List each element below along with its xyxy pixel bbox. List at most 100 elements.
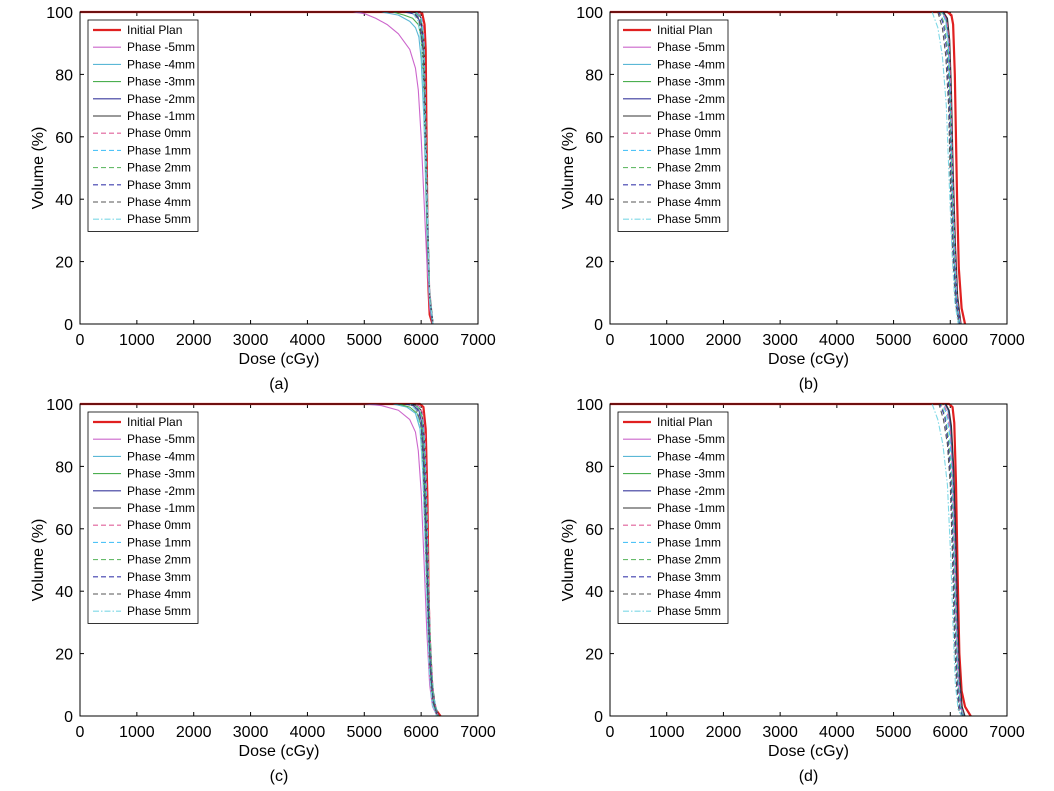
y-tick-label: 20 [55,647,73,664]
y-tick-label: 80 [55,67,73,84]
x-axis-label: Dose (cGy) [768,743,849,760]
x-tick-label: 0 [606,724,615,741]
legend-entry-2: Phase -4mm [657,57,725,71]
y-tick-label: 60 [55,130,73,147]
series-line-1 [80,11,434,325]
x-tick-label: 3000 [233,332,269,349]
x-tick-label: 2000 [706,332,742,349]
series-line-9 [80,403,439,717]
y-tick-label: 20 [585,647,603,664]
series-line-5 [610,11,962,325]
series-line-11 [610,11,959,325]
legend-entry-3: Phase -3mm [127,75,195,89]
series-line-11 [80,11,434,325]
x-tick-label: 4000 [819,332,855,349]
legend-entry-5: Phase -1mm [127,109,195,123]
legend-entry-0: Initial Plan [127,415,182,429]
legend-box [617,411,729,624]
x-tick-label: 4000 [290,724,326,741]
series-line-6 [610,403,965,717]
y-axis-label: Volume (%) [560,127,577,210]
legend-entry-10: Phase 4mm [127,587,191,601]
x-axis-label: Dose (cGy) [768,351,849,368]
legend-entry-8: Phase 2mm [657,553,721,567]
y-tick-label: 100 [46,5,73,22]
y-tick-label: 60 [585,130,603,147]
x-tick-label: 6000 [403,332,439,349]
x-tick-label: 1000 [649,724,685,741]
x-tick-label: 7000 [989,332,1025,349]
series-line-8 [80,403,439,717]
x-tick-label: 2000 [706,724,742,741]
legend-entry-2: Phase -4mm [127,449,195,463]
legend-entry-7: Phase 1mm [127,535,191,549]
dvh-panel-0: 0 1000 2000 3000 4000 5000 6000 7000 0 20 40 60 80 10… [30,5,496,393]
y-tick-label: 80 [585,67,603,84]
legend: Initial Plan Phase -5mm Phase -4mm Phase -3… [617,411,729,624]
x-tick-label: 1000 [119,332,155,349]
y-tick-label: 100 [576,5,603,22]
y-axis-label: Volume (%) [30,519,47,602]
legend-entry-1: Phase -5mm [657,432,725,446]
legend-box [617,19,729,232]
x-tick-label: 0 [76,724,85,741]
legend-entry-3: Phase -3mm [127,467,195,481]
legend-entry-11: Phase 5mm [127,212,191,226]
legend-entry-6: Phase 0mm [127,126,191,140]
x-tick-label: 3000 [762,724,798,741]
legend-entry-9: Phase 3mm [127,570,191,584]
legend-entry-0: Initial Plan [657,415,712,429]
x-tick-label: 2000 [176,332,212,349]
legend-box [87,19,199,232]
plot-frame [79,403,479,717]
plot-frame [609,403,1008,717]
legend-box [87,411,199,624]
legend-entry-8: Phase 2mm [127,553,191,567]
legend-entry-0: Initial Plan [657,23,712,37]
legend-entry-10: Phase 4mm [657,195,721,209]
y-tick-label: 40 [585,584,603,601]
x-tick-label: 0 [606,332,615,349]
y-tick-label: 80 [585,459,603,476]
legend-entry-8: Phase 2mm [127,161,191,175]
y-axis-label: Volume (%) [560,519,577,602]
panel-label: (b) [799,376,819,393]
x-tick-label: 4000 [819,724,855,741]
legend-entry-9: Phase 3mm [657,178,721,192]
x-tick-label: 1000 [119,724,155,741]
x-tick-label: 0 [76,332,85,349]
legend-entry-6: Phase 0mm [127,518,191,532]
legend-entry-4: Phase -2mm [657,92,725,106]
y-tick-label: 100 [46,397,73,414]
legend-entry-7: Phase 1mm [657,535,721,549]
series-line-6 [610,11,962,325]
legend-entry-1: Phase -5mm [127,432,195,446]
series-line-1 [80,403,438,717]
panel-label: (c) [270,768,289,785]
legend-entry-3: Phase -3mm [657,467,725,481]
x-tick-label: 6000 [403,724,439,741]
panel-label: (a) [269,376,289,393]
legend-entry-4: Phase -2mm [127,484,195,498]
x-tick-label: 5000 [876,332,912,349]
dvh-panel-2: 0 1000 2000 3000 4000 5000 6000 7000 0 20 40 60 80 10… [30,397,496,785]
y-tick-label: 80 [55,459,73,476]
plot-frame [609,11,1008,325]
legend-entry-2: Phase -4mm [127,57,195,71]
x-tick-label: 5000 [346,332,382,349]
dvh-panel-1: 0 1000 2000 3000 4000 5000 6000 7000 0 20 40 60 80 10… [560,5,1025,393]
dvh-panel-3: 0 1000 2000 3000 4000 5000 6000 7000 0 20 40 60 80 10… [560,397,1025,785]
series-line-10 [610,403,963,717]
y-tick-label: 60 [55,522,73,539]
series-line-5 [610,403,966,717]
series-line-11 [610,403,963,717]
legend-entry-10: Phase 4mm [127,195,191,209]
y-tick-label: 40 [55,584,73,601]
legend-entry-5: Phase -1mm [657,501,725,515]
x-tick-label: 7000 [460,332,496,349]
y-tick-label: 0 [594,709,603,726]
x-tick-label: 3000 [233,724,269,741]
x-tick-label: 6000 [932,332,968,349]
legend-entry-3: Phase -3mm [657,75,725,89]
series-line-9 [610,403,963,717]
